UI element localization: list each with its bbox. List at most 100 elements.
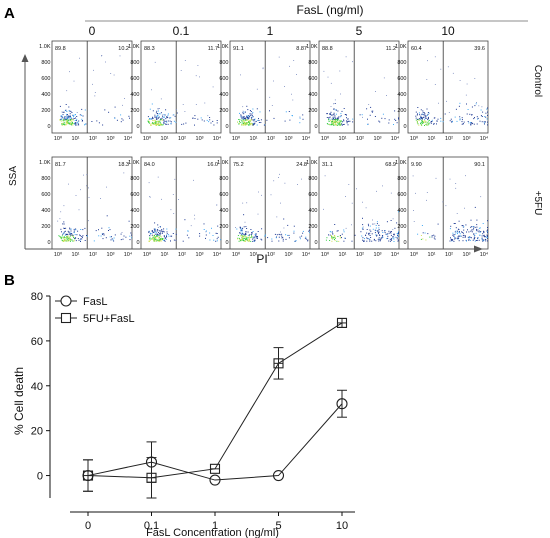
left-gate-percent: 91.1	[233, 46, 244, 52]
event-dot	[249, 113, 251, 115]
event-dot	[473, 238, 475, 240]
event-dot	[175, 109, 177, 110]
event-dot	[236, 228, 238, 230]
event-dot	[265, 234, 266, 236]
event-dot	[158, 237, 160, 239]
event-dot	[82, 235, 84, 237]
event-dot	[437, 223, 439, 225]
event-dot	[111, 238, 113, 240]
event-dot	[81, 114, 82, 116]
y-tick-label: 0	[37, 471, 43, 483]
event-dot	[356, 188, 357, 190]
event-dot	[250, 117, 252, 119]
event-dot	[249, 234, 250, 236]
event-dot	[248, 121, 250, 123]
event-dot	[461, 121, 463, 123]
event-dot	[323, 208, 324, 210]
event-dot	[165, 120, 167, 122]
event-dot	[151, 234, 153, 236]
event-dot	[156, 122, 158, 124]
event-dot	[377, 230, 379, 231]
event-dot	[365, 234, 366, 236]
event-dot	[239, 227, 241, 229]
event-dot	[384, 230, 386, 232]
event-dot	[285, 234, 287, 236]
event-dot	[120, 239, 122, 241]
event-dot	[69, 237, 71, 239]
event-dot	[333, 108, 335, 110]
event-dot	[68, 183, 69, 185]
event-dot	[64, 119, 66, 121]
event-dot	[68, 233, 70, 235]
event-dot	[69, 123, 71, 125]
event-dot	[105, 61, 106, 63]
event-dot	[420, 123, 421, 125]
event-dot	[111, 236, 112, 238]
event-dot	[253, 120, 255, 122]
event-dot	[243, 226, 245, 228]
event-dot	[63, 205, 65, 207]
event-dot	[253, 239, 255, 241]
event-dot	[148, 122, 150, 124]
event-dot	[455, 227, 457, 229]
event-dot	[75, 229, 77, 231]
event-dot	[420, 238, 422, 240]
event-dot	[386, 95, 387, 96]
event-dot	[339, 124, 341, 126]
event-dot	[86, 185, 87, 187]
event-dot	[457, 237, 459, 239]
event-dot	[160, 118, 162, 120]
event-dot	[460, 235, 462, 237]
event-dot	[398, 211, 399, 213]
event-dot	[368, 232, 370, 234]
event-dot	[105, 237, 107, 239]
event-dot	[381, 237, 383, 239]
event-dot	[197, 118, 199, 120]
event-dot	[158, 122, 160, 124]
event-dot	[332, 231, 333, 233]
event-dot	[458, 105, 460, 107]
event-dot	[175, 233, 177, 235]
event-dot	[481, 238, 483, 240]
scatter-dots	[147, 60, 218, 126]
event-dot	[106, 186, 107, 188]
event-dot	[149, 240, 151, 241]
event-dot	[249, 123, 251, 125]
event-dot	[252, 238, 254, 240]
event-dot	[65, 118, 67, 120]
event-dot	[457, 230, 458, 232]
event-dot	[69, 233, 71, 235]
event-dot	[252, 240, 254, 242]
event-dot	[375, 240, 377, 242]
event-dot	[276, 234, 278, 236]
event-dot	[383, 77, 385, 79]
event-dot	[293, 60, 295, 61]
event-dot	[163, 236, 165, 238]
event-dot	[239, 122, 241, 123]
event-dot	[418, 118, 420, 120]
event-dot	[67, 114, 68, 116]
event-dot	[461, 117, 463, 119]
event-dot	[426, 79, 428, 80]
event-dot	[279, 234, 281, 236]
event-dot	[59, 236, 61, 238]
event-dot	[486, 118, 488, 120]
event-dot	[378, 224, 380, 226]
event-dot	[252, 116, 254, 118]
event-dot	[257, 236, 258, 237]
event-dot	[336, 109, 337, 111]
event-dot	[62, 111, 64, 113]
x-tick-label: 10³	[196, 252, 204, 258]
event-dot	[60, 119, 62, 121]
event-dot	[347, 120, 349, 122]
event-dot	[239, 119, 241, 121]
event-dot	[63, 118, 65, 120]
event-dot	[157, 239, 159, 241]
event-dot	[252, 122, 254, 124]
y-tick-label: 0	[47, 240, 50, 246]
event-dot	[422, 232, 424, 234]
event-dot	[417, 107, 419, 108]
event-dot	[428, 122, 430, 124]
event-dot	[93, 240, 95, 242]
event-dot	[242, 119, 244, 121]
